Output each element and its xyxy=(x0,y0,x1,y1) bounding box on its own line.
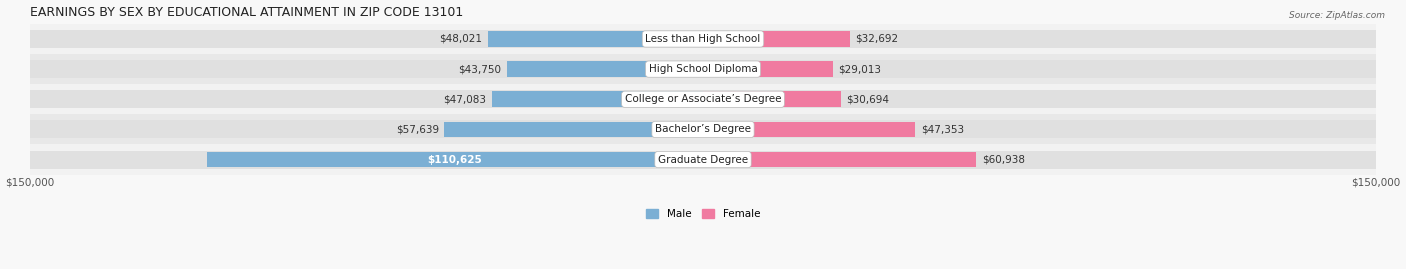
Text: $47,353: $47,353 xyxy=(921,125,965,134)
Bar xyxy=(703,120,1376,139)
Text: $57,639: $57,639 xyxy=(396,125,439,134)
Text: $48,021: $48,021 xyxy=(439,34,482,44)
Bar xyxy=(30,114,1376,144)
Text: Graduate Degree: Graduate Degree xyxy=(658,155,748,165)
Bar xyxy=(30,84,1376,114)
Bar xyxy=(30,151,703,169)
Bar xyxy=(703,91,841,107)
Bar xyxy=(703,122,915,137)
Text: $47,083: $47,083 xyxy=(443,94,486,104)
Text: EARNINGS BY SEX BY EDUCATIONAL ATTAINMENT IN ZIP CODE 13101: EARNINGS BY SEX BY EDUCATIONAL ATTAINMEN… xyxy=(30,6,464,19)
Text: $32,692: $32,692 xyxy=(855,34,898,44)
Bar xyxy=(30,60,703,78)
Text: High School Diploma: High School Diploma xyxy=(648,64,758,74)
Bar xyxy=(703,152,976,167)
Bar xyxy=(30,144,1376,175)
Bar xyxy=(444,122,703,137)
Text: Bachelor’s Degree: Bachelor’s Degree xyxy=(655,125,751,134)
Text: $60,938: $60,938 xyxy=(981,155,1025,165)
Legend: Male, Female: Male, Female xyxy=(643,206,763,222)
Text: Source: ZipAtlas.com: Source: ZipAtlas.com xyxy=(1289,11,1385,20)
Text: $43,750: $43,750 xyxy=(458,64,502,74)
Text: Less than High School: Less than High School xyxy=(645,34,761,44)
Bar xyxy=(703,90,1376,108)
Bar xyxy=(30,54,1376,84)
Bar xyxy=(703,151,1376,169)
Bar xyxy=(488,31,703,47)
Bar xyxy=(703,31,849,47)
Bar xyxy=(703,61,834,77)
Bar xyxy=(30,120,703,139)
Text: College or Associate’s Degree: College or Associate’s Degree xyxy=(624,94,782,104)
Bar xyxy=(30,30,703,48)
Bar xyxy=(207,152,703,167)
Bar xyxy=(30,90,703,108)
Bar xyxy=(703,60,1376,78)
Bar xyxy=(506,61,703,77)
Text: $110,625: $110,625 xyxy=(427,155,482,165)
Text: $30,694: $30,694 xyxy=(846,94,889,104)
Bar xyxy=(30,24,1376,54)
Text: $29,013: $29,013 xyxy=(838,64,882,74)
Bar xyxy=(492,91,703,107)
Bar xyxy=(703,30,1376,48)
